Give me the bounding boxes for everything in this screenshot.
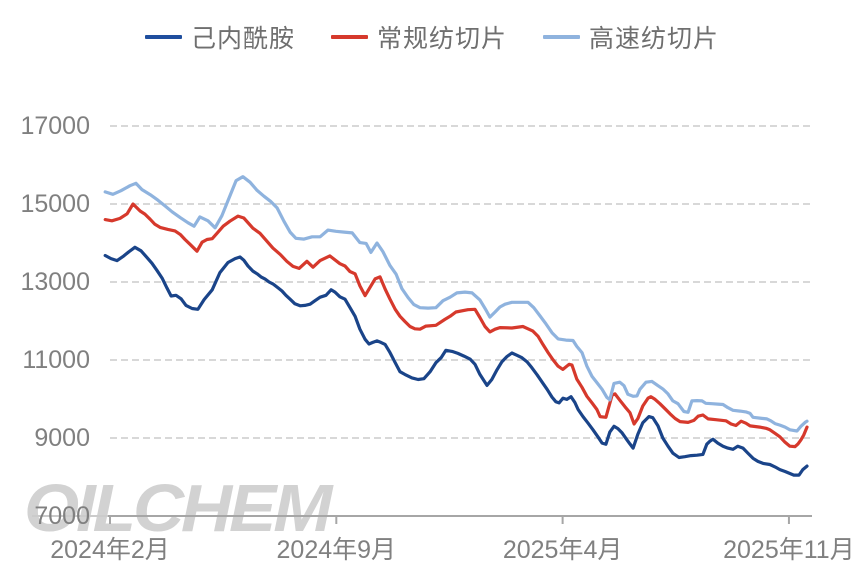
legend-label: 己内酰胺: [190, 25, 295, 53]
legend-item-高速纺切片: 高速纺切片: [543, 19, 719, 55]
series-line-己内酰胺: [103, 245, 809, 477]
series-line-高速纺切片: [103, 175, 809, 433]
oilchem-watermark: OILCHEM: [24, 471, 332, 546]
chart-legend: 己内酰胺 常规纺切片 高速纺切片: [0, 18, 864, 56]
legend-swatch-icon: [543, 35, 580, 39]
legend-label: 高速纺切片: [589, 25, 720, 53]
series-line-常规纺切片: [103, 202, 809, 449]
legend-swatch-icon: [330, 35, 368, 39]
legend-swatch-icon: [144, 35, 182, 39]
legend-item-常规纺切片: 常规纺切片: [330, 19, 507, 55]
legend-item-己内酰胺: 己内酰胺: [144, 19, 295, 55]
legend-label: 常规纺切片: [376, 25, 507, 53]
